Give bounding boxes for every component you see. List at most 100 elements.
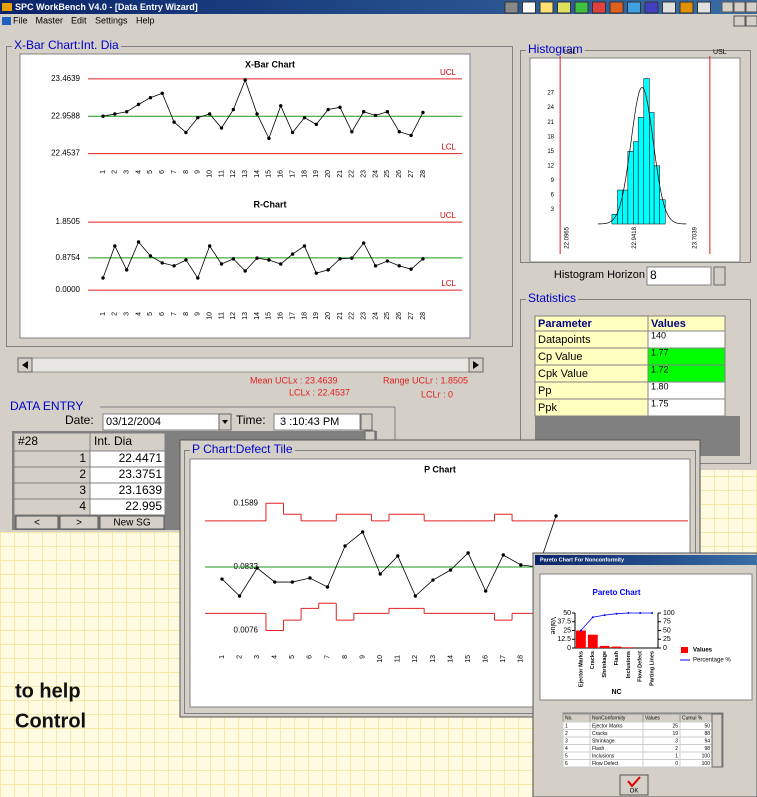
x-tick-label: 1 xyxy=(219,655,226,659)
limit-label: LCL xyxy=(441,143,456,152)
x-tick-label: 18 xyxy=(301,170,308,178)
time-value[interactable]: 3 :10:43 PM xyxy=(280,416,339,428)
data-point xyxy=(172,120,175,123)
data-point xyxy=(554,514,557,517)
toolbar-icon[interactable] xyxy=(628,2,641,13)
y2-tick-label: 100 xyxy=(663,610,675,617)
x-tick-label: 4 xyxy=(135,312,142,316)
data-point xyxy=(101,114,104,117)
menu-item[interactable]: Help xyxy=(136,15,155,25)
data-point xyxy=(502,553,505,556)
histogram-bar xyxy=(622,190,628,224)
row-value[interactable]: 23.3751 xyxy=(119,467,163,481)
menu-item[interactable]: Settings xyxy=(95,15,128,25)
y2-tick-label: 50 xyxy=(663,627,671,634)
x-tick-label: 14 xyxy=(254,170,261,178)
histogram-bar xyxy=(660,200,666,224)
toolbar-icon[interactable] xyxy=(593,2,606,13)
data-point xyxy=(267,137,270,140)
menu-item[interactable]: Edit xyxy=(71,15,87,25)
row-value[interactable]: 23.1639 xyxy=(119,483,163,497)
x-tick-label: 3 xyxy=(124,170,131,174)
spinner[interactable] xyxy=(361,414,372,430)
x-tick-label: 19 xyxy=(313,170,320,178)
x-tick-label: 8 xyxy=(342,655,349,659)
button-label[interactable]: New SG xyxy=(113,518,150,529)
date-label: Date: xyxy=(65,413,94,427)
window-control[interactable] xyxy=(746,2,757,12)
bar xyxy=(612,647,622,648)
limit-label: UCL xyxy=(440,211,457,220)
window-control[interactable] xyxy=(746,16,757,26)
row-value[interactable]: 22.4471 xyxy=(119,451,163,465)
x-tick-label: 6 xyxy=(159,312,166,316)
toolbar-icon[interactable] xyxy=(523,2,536,13)
menu-item[interactable]: Master xyxy=(36,15,64,25)
legend-label: Values xyxy=(693,648,713,654)
toolbar-icon[interactable] xyxy=(540,2,553,13)
data-point xyxy=(362,110,365,113)
toolbar-icon[interactable] xyxy=(663,2,676,13)
grid-header: #28 xyxy=(18,434,38,448)
x-tick-label: 15 xyxy=(266,170,273,178)
menu-item[interactable]: File xyxy=(13,15,28,25)
percentage-point xyxy=(627,612,629,614)
button-label[interactable]: > xyxy=(76,518,82,529)
table-cell-text: 3 xyxy=(675,738,678,744)
data-point xyxy=(273,580,276,583)
histogram-bar xyxy=(612,214,618,224)
frame-label: Statistics xyxy=(528,291,576,305)
x-tick-label: 23.7039 xyxy=(693,226,699,248)
data-point xyxy=(125,110,128,113)
scroll-v[interactable] xyxy=(712,714,722,767)
button-label[interactable]: < xyxy=(34,518,40,529)
toolbar-icon[interactable] xyxy=(505,2,518,13)
data-point xyxy=(244,78,247,81)
data-point xyxy=(519,563,522,566)
toolbar-icon[interactable] xyxy=(610,2,623,13)
window-control[interactable] xyxy=(734,2,745,12)
data-point xyxy=(350,130,353,133)
y-axis-label: Value xyxy=(549,617,556,634)
data-point xyxy=(421,257,424,260)
ok-label[interactable]: OK xyxy=(630,789,639,795)
pareto-chart-area xyxy=(540,574,752,700)
x-tick-label: 20 xyxy=(325,312,332,320)
window-control[interactable] xyxy=(722,2,733,12)
x-tick-label: 3 xyxy=(254,655,261,659)
frame-label: X-Bar Chart:Int. Dia xyxy=(14,38,119,52)
toolbar-icon[interactable] xyxy=(575,2,588,13)
table-cell-text: 88 xyxy=(704,731,710,737)
row-value[interactable]: 22.995 xyxy=(125,499,162,513)
table-cell-text: Flash xyxy=(592,746,604,752)
limit-label: LCL xyxy=(441,279,456,288)
percentage-point xyxy=(580,630,582,632)
spinner[interactable] xyxy=(714,267,725,285)
x-tick-label: 16 xyxy=(278,170,285,178)
toolbar-icon[interactable] xyxy=(698,2,711,13)
page: to helpControlSPC WorkBench V4.0 - [Data… xyxy=(0,0,757,797)
row-index: 1 xyxy=(79,451,86,465)
toolbar-icon[interactable] xyxy=(680,2,693,13)
x-tick-label: 4 xyxy=(272,655,279,659)
x-tick-label: 18 xyxy=(518,655,525,663)
h-scrollbar[interactable] xyxy=(18,358,483,372)
percentage-point xyxy=(639,612,641,614)
date-value[interactable]: 03/12/2004 xyxy=(106,416,161,428)
limit-summary: Mean UCLx : 23.4639 xyxy=(250,375,338,385)
data-point xyxy=(149,96,152,99)
toolbar-icon[interactable] xyxy=(645,2,658,13)
y-tick-label: 22.4537 xyxy=(51,149,80,158)
x-tick-label: 22.9418 xyxy=(632,226,638,248)
x-tick-label: 10 xyxy=(206,312,213,320)
bar xyxy=(623,647,633,648)
bar xyxy=(588,635,598,648)
data-point xyxy=(161,92,164,95)
data-point xyxy=(279,262,282,265)
x-tick-label: 15 xyxy=(266,312,273,320)
background-text: to help xyxy=(15,680,81,702)
window-control[interactable] xyxy=(734,16,745,26)
horizon-value[interactable]: 8 xyxy=(650,268,657,282)
percentage-point xyxy=(651,612,653,614)
toolbar-icon[interactable] xyxy=(558,2,571,13)
